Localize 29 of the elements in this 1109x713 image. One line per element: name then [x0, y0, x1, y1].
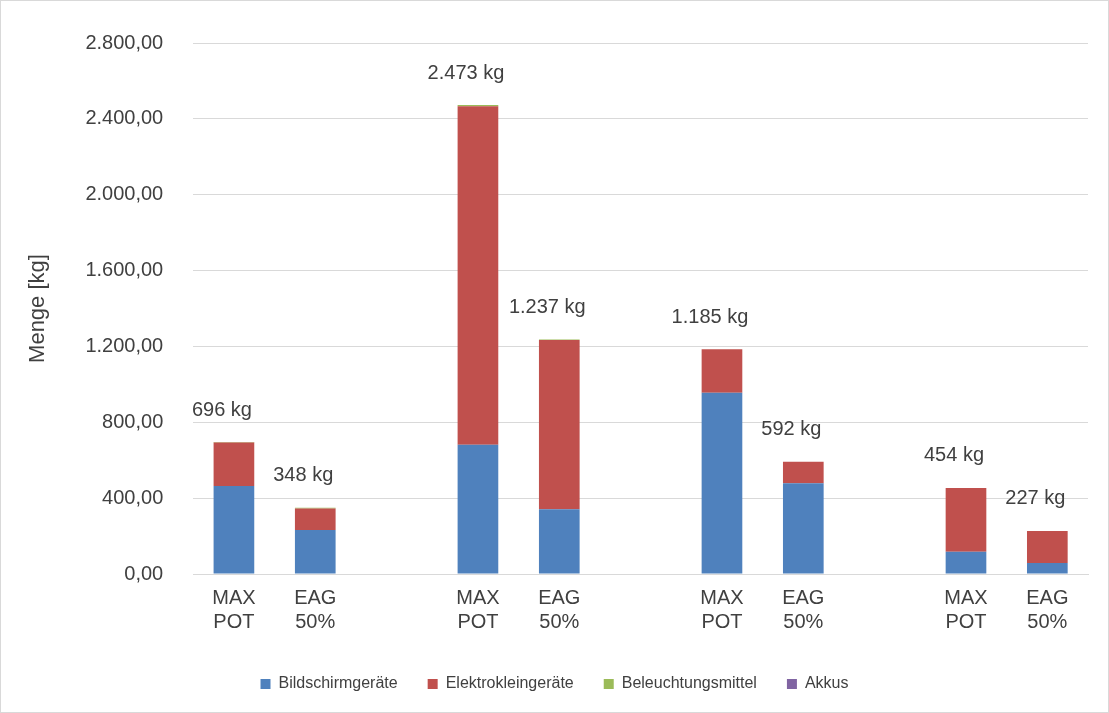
y-tick-label: 1.200,00 — [85, 333, 164, 356]
total-label: 227 kg — [1005, 486, 1066, 509]
x-tick-label: EAG 50% — [1026, 585, 1069, 632]
y-tick-label: 2.800,00 — [85, 30, 164, 53]
legend-label: Akkus — [804, 674, 849, 692]
legend-label: Bildschirmgeräte — [278, 674, 398, 692]
y-tick-label: 2.400,00 — [85, 106, 164, 129]
y-tick-label: 400,00 — [102, 485, 164, 508]
x-tick-label: EAG 50% — [782, 585, 825, 632]
total-label: 348 kg — [273, 463, 334, 486]
x-tick-label: EAG 50% — [294, 585, 337, 632]
total-label: 454 kg — [923, 443, 985, 466]
total-label: 592 kg — [761, 417, 822, 440]
x-tick-label: MAX POT — [944, 585, 988, 632]
legend-label: Elektrokleingeräte — [445, 674, 574, 692]
y-tick-label: 2.000,00 — [85, 182, 164, 205]
total-label: 696 kg — [191, 397, 252, 420]
total-label: 1.237 kg — [508, 294, 586, 317]
y-tick-label: 0,00 — [124, 561, 164, 584]
x-tick-label: EAG 50% — [538, 585, 581, 632]
total-label: 2.473 kg — [427, 60, 505, 83]
x-tick-label: MAX POT — [700, 585, 744, 632]
x-tick-label: MAX POT — [456, 585, 500, 632]
legend-label: Beleuchtungsmittel — [621, 674, 757, 692]
total-label: 1.185 kg — [671, 304, 749, 327]
y-tick-label: 800,00 — [102, 409, 164, 432]
y-tick-label: 1.600,00 — [85, 258, 164, 281]
x-tick-label: MAX POT — [212, 585, 256, 632]
y-axis-title: Menge [kg] — [24, 254, 50, 363]
